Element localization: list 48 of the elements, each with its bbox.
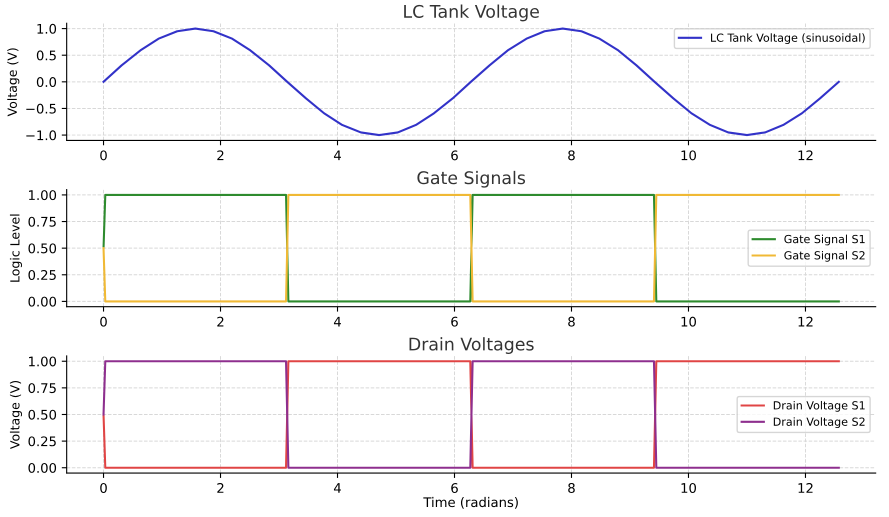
- x-tick-label: 12: [798, 316, 813, 326]
- x-tick-label: 4: [334, 150, 341, 160]
- y-tick-label: 0.00: [28, 462, 56, 473]
- y-axis-title: Logic Level: [10, 214, 22, 282]
- chart-title: LC Tank Voltage: [404, 4, 539, 22]
- y-tick-label: 0.5: [36, 50, 56, 60]
- y-tick-label: 0.0: [36, 77, 56, 88]
- y-axis-title: Voltage (V): [7, 48, 20, 116]
- y-tick-label: 0.25: [28, 436, 56, 446]
- legend-label: Gate Signal S1: [784, 234, 865, 246]
- y-tick-label: 0.25: [28, 270, 56, 280]
- legend-label: Drain Voltage S1: [774, 400, 865, 412]
- chart-title: Drain Voltages: [410, 337, 534, 354]
- chart-title: Gate Signals: [417, 170, 526, 188]
- x-tick-label: 10: [682, 483, 696, 493]
- y-tick-label: 0.50: [28, 410, 56, 420]
- x-tick-label: 0: [100, 316, 107, 327]
- y-tick-label: 1.00: [29, 356, 56, 366]
- y-tick-label: 0.50: [28, 243, 56, 254]
- x-tick-label: 4: [334, 483, 341, 493]
- x-tick-label: 8: [568, 150, 575, 160]
- y-tick-label: −1.0: [26, 130, 56, 140]
- x-tick-label: 8: [568, 316, 575, 327]
- x-tick-label: 12: [798, 150, 813, 160]
- y-axis-title: Voltage (V): [10, 380, 22, 449]
- x-tick-label: 0: [100, 483, 107, 493]
- y-tick-label: 0.00: [28, 296, 56, 307]
- y-tick-label: 1.0: [37, 24, 56, 34]
- x-tick-label: 6: [451, 316, 458, 327]
- legend-label: LC Tank Voltage (sinusoidal): [711, 33, 865, 44]
- y-tick-label: 1.00: [29, 190, 56, 200]
- x-tick-label: 0: [100, 150, 107, 160]
- x-tick-label: 12: [798, 483, 813, 493]
- legend-label: Gate Signal S2: [784, 250, 865, 262]
- x-axis-title: Time (radians): [423, 496, 518, 509]
- x-tick-label: 6: [451, 150, 458, 160]
- x-tick-label: 10: [682, 150, 696, 160]
- x-tick-label: 6: [451, 483, 458, 493]
- y-tick-label: 0.75: [28, 383, 56, 394]
- legend-label: Drain Voltage S2: [774, 417, 865, 428]
- y-tick-label: −0.5: [26, 104, 56, 114]
- x-tick-label: 8: [568, 483, 575, 493]
- y-tick-label: 0.75: [28, 216, 56, 227]
- x-tick-label: 2: [217, 150, 224, 160]
- x-tick-label: 2: [217, 316, 224, 326]
- x-tick-label: 10: [682, 316, 696, 327]
- x-tick-label: 2: [217, 483, 224, 493]
- x-tick-label: 4: [334, 316, 341, 326]
